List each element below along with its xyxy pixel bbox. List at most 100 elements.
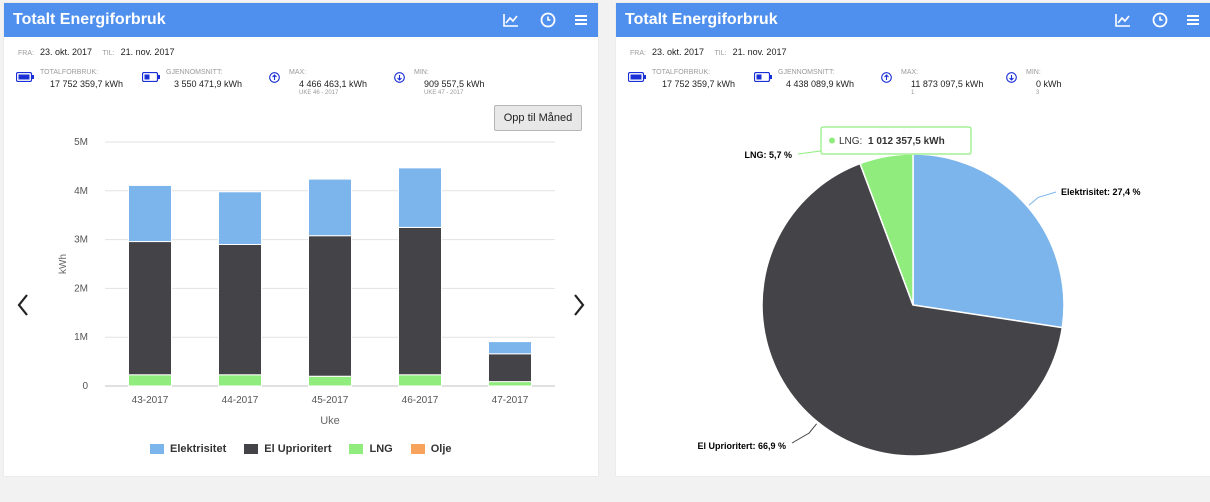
stat-average-label: GJENNOMSNITT: (778, 69, 835, 76)
chevron-left-icon[interactable] (16, 293, 30, 317)
stat-max-label: MAX: (901, 69, 919, 76)
arrow-up-circle-icon (269, 72, 280, 83)
bar-segment-elektrisitet[interactable] (398, 167, 442, 228)
bar-segment-lng[interactable] (398, 374, 442, 387)
stat-min-label: MIN: (1026, 69, 1041, 76)
bar-segment-lng[interactable] (488, 381, 532, 387)
legend-item-lng[interactable]: LNG (349, 443, 393, 455)
date-range: FRA: 23. okt. 2017 TIL: 21. nov. 2017 (630, 47, 794, 57)
stat-max-value: 11 873 097,5 kWh (911, 79, 984, 89)
clock-icon[interactable] (539, 11, 557, 29)
chart-legend: Elektrisitet El Uprioritert LNG Olje (150, 443, 470, 455)
stat-average: GJENNOMSNITT: 3 550 471,9 kWh (142, 69, 272, 99)
stat-min-sub: 3 (1036, 90, 1040, 96)
date-range: FRA: 23. okt. 2017 TIL: 21. nov. 2017 (18, 47, 182, 57)
bar-segment-elektrisitet[interactable] (218, 191, 262, 245)
energy-panel-pie: Totalt Energiforbruk FRA: 23. okt. 2017 T… (616, 3, 1210, 476)
menu-icon[interactable] (572, 11, 590, 29)
menu-icon[interactable] (1184, 11, 1202, 29)
pie-data-label: Elektrisitet: 27,4 % (1061, 187, 1141, 197)
panel-header: Totalt Energiforbruk (4, 3, 598, 37)
y-tick-label: 4M (74, 186, 88, 197)
legend-item-el-uprioritert[interactable]: El Uprioritert (244, 443, 331, 455)
arrow-up-circle-icon (881, 72, 892, 83)
to-label: TIL: (102, 50, 115, 57)
y-tick-label: 2M (74, 283, 88, 294)
bar-segment-lng[interactable] (308, 375, 352, 387)
legend-item-elektrisitet[interactable]: Elektrisitet (150, 443, 226, 455)
bar-segment-el-uprioritert[interactable] (308, 235, 352, 377)
stat-total-label: TOTALFORBRUK: (652, 69, 711, 76)
stat-min-value: 0 kWh (1036, 79, 1062, 89)
stat-total-label: TOTALFORBRUK: (40, 69, 99, 76)
stat-total: TOTALFORBRUK: 17 752 359,7 kWh (628, 69, 748, 99)
stat-max-label: MAX: (289, 69, 307, 76)
battery-full-icon (628, 72, 646, 82)
panel-title: Totalt Energiforbruk (13, 11, 166, 28)
bar-segment-lng[interactable] (218, 374, 262, 387)
stat-total-value: 17 752 359,7 kWh (50, 79, 124, 89)
pie-slice-el-uprioritert[interactable] (761, 162, 1064, 457)
energy-panel-bar: Totalt Energiforbruk FRA: 23. okt. 2017 T… (4, 3, 598, 476)
bar-segment-elektrisitet[interactable] (308, 178, 352, 237)
pie-label-connector (1028, 191, 1057, 206)
panel-header: Totalt Energiforbruk (616, 3, 1210, 37)
stat-min: MIN: 909 557,5 kWh UKE 47 - 2017 (394, 69, 504, 99)
tooltip-series: LNG: (839, 136, 862, 147)
battery-half-icon (754, 72, 772, 82)
pie-slice-elektrisitet[interactable] (912, 153, 1065, 329)
to-label: TIL: (714, 50, 727, 57)
panel-title: Totalt Energiforbruk (625, 11, 778, 28)
pie-label-connector (791, 423, 817, 444)
from-date: 23. okt. 2017 (651, 47, 704, 57)
bar-segment-el-uprioritert[interactable] (488, 353, 532, 383)
x-tick-label: 45-2017 (312, 395, 349, 406)
stat-min-value: 909 557,5 kWh (424, 79, 485, 89)
pie-data-label: LNG: 5,7 % (744, 150, 792, 160)
from-date: 23. okt. 2017 (39, 47, 92, 57)
bar-segment-elektrisitet[interactable] (128, 184, 172, 243)
drill-up-month-button[interactable]: Opp til Måned (494, 105, 582, 131)
clock-icon[interactable] (1151, 11, 1169, 29)
bar-segment-elektrisitet[interactable] (488, 341, 532, 355)
y-tick-label: 5M (74, 137, 88, 148)
bar-segment-el-uprioritert[interactable] (398, 226, 442, 376)
bar-segment-el-uprioritert[interactable] (218, 243, 262, 376)
y-tick-label: 3M (74, 235, 88, 246)
y-axis-title: kWh (58, 254, 69, 274)
chevron-right-icon[interactable] (572, 293, 586, 317)
arrow-down-circle-icon (394, 72, 405, 83)
stat-min-sub: UKE 47 - 2017 (424, 90, 464, 96)
bar-segment-el-uprioritert[interactable] (128, 241, 172, 376)
stat-max: MAX: 4 466 463,1 kWh UKE 46 - 2017 (269, 69, 389, 99)
stacked-bar-chart: 0 1M 2M 3M 4M 5M 43-2017 44-2017 45-2017 46-2017 4… (58, 137, 555, 427)
stat-average: GJENNOMSNITT: 4 438 089,9 kWh (754, 69, 884, 99)
battery-full-icon (16, 72, 34, 82)
to-date: 21. nov. 2017 (120, 47, 175, 57)
x-tick-label: 46-2017 (402, 395, 439, 406)
bar-segment-lng[interactable] (128, 374, 172, 387)
x-tick-label: 43-2017 (132, 395, 169, 406)
stat-max-sub: UKE 46 - 2017 (299, 90, 339, 96)
from-label: FRA: (630, 50, 646, 57)
y-tick-label: 0 (82, 381, 88, 392)
stat-average-label: GJENNOMSNITT: (166, 69, 223, 76)
stat-total-value: 17 752 359,7 kWh (662, 79, 736, 89)
stat-min-label: MIN: (414, 69, 429, 76)
x-axis-title: Uke (320, 415, 340, 427)
line-chart-icon[interactable] (502, 11, 520, 29)
to-date: 21. nov. 2017 (732, 47, 787, 57)
arrow-down-circle-icon (1006, 72, 1017, 83)
stat-total: TOTALFORBRUK: 17 752 359,7 kWh (16, 69, 136, 99)
tooltip-value: 1 012 357,5 kWh (868, 136, 945, 147)
stat-max: MAX: 11 873 097,5 kWh 1 (881, 69, 1001, 99)
y-tick-label: 1M (74, 332, 88, 343)
line-chart-icon[interactable] (1114, 11, 1132, 29)
legend-item-olje[interactable]: Olje (410, 443, 452, 455)
stat-average-value: 4 438 089,9 kWh (786, 79, 855, 89)
stat-min: MIN: 0 kWh 3 (1006, 69, 1116, 99)
battery-half-icon (142, 72, 160, 82)
stat-average-value: 3 550 471,9 kWh (174, 79, 243, 89)
pie-data-label: El Uprioritert: 66,9 % (697, 441, 786, 451)
stat-max-value: 4 466 463,1 kWh (299, 79, 368, 89)
